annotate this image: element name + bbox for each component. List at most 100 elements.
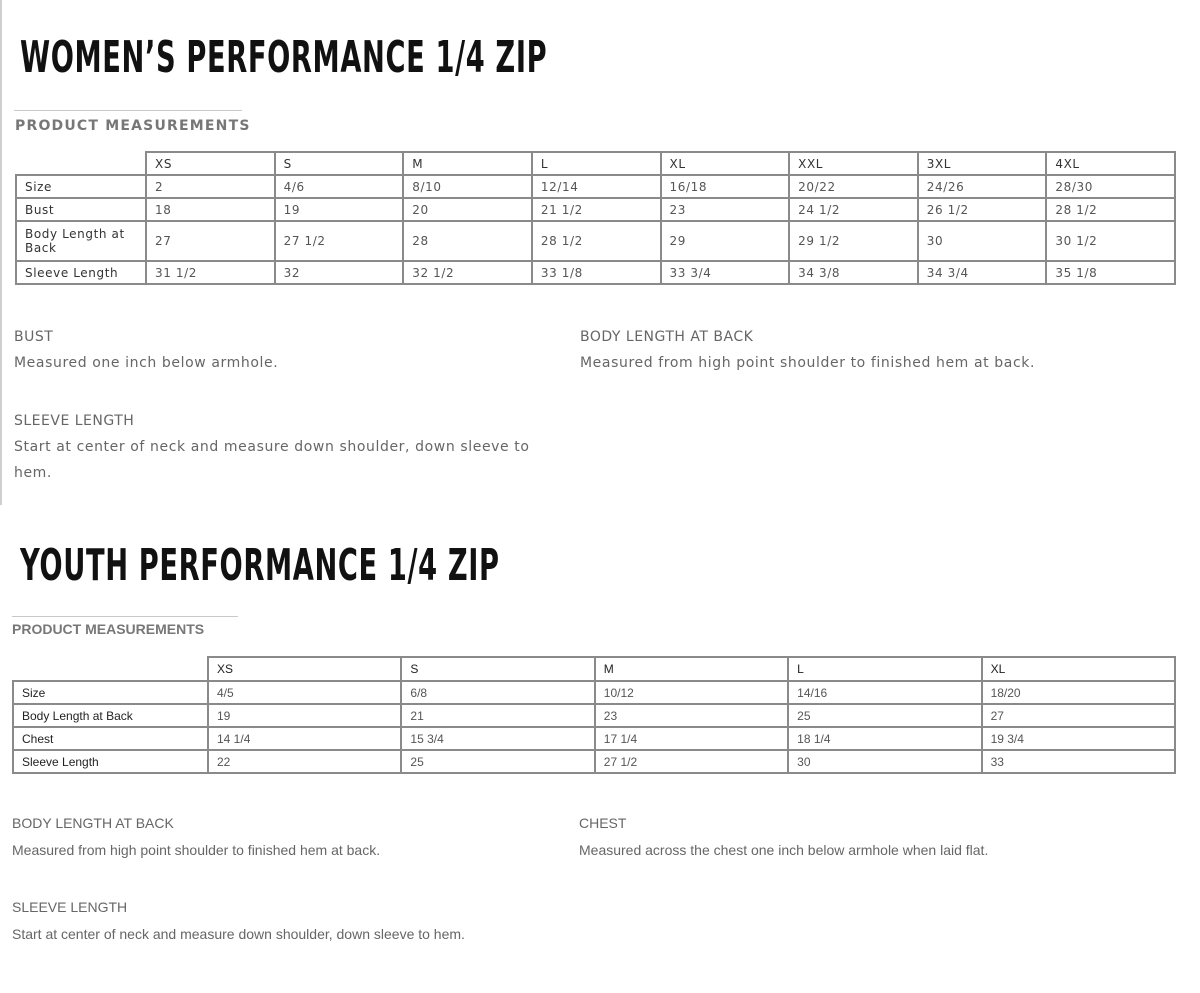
table-cell: 19 [206, 703, 403, 728]
column-header: L [530, 151, 662, 176]
table-cell: 20 [402, 197, 533, 222]
left-border [0, 0, 2, 505]
table-cell: 24/26 [916, 174, 1048, 199]
table-cell: 23 [593, 703, 790, 728]
table-cell: 8/10 [402, 174, 533, 199]
table-cell: 32 1/2 [402, 260, 533, 285]
table-cell: 4/6 [273, 174, 405, 199]
table-cell: 19 [273, 197, 405, 222]
table-row: Body Length at Back 27 27 1/2 28 28 1/2 29 29 … [15, 220, 1176, 262]
column-header: XS [145, 151, 276, 176]
desc-heading: BUST [14, 329, 54, 345]
empty-corner-cell [16, 152, 146, 176]
table-cell: 25 [400, 749, 596, 774]
table-cell: 27 1/2 [273, 220, 405, 262]
table-row: Size 4/5 6/8 10/12 14/16 18/20 [12, 680, 1177, 705]
table-cell: 33 [980, 749, 1177, 774]
table-row: Chest 14 1/4 15 3/4 17 1/4 18 1/4 19 3/4 [12, 726, 1177, 751]
table-cell: 28 1/2 [530, 220, 662, 262]
table-cell: 22 [206, 749, 403, 774]
row-label: Sleeve Length [12, 749, 209, 774]
youth-section-label: PRODUCT MEASUREMENTS [12, 621, 205, 637]
table-row: Sleeve Length 31 1/2 32 32 1/2 33 1/8 33 3/4 3… [15, 260, 1176, 285]
row-label: Chest [12, 726, 209, 751]
table-cell: 17 1/4 [593, 726, 790, 751]
row-label: Bust [15, 197, 147, 222]
table-cell: 6/8 [400, 680, 596, 705]
table-cell: 24 1/2 [788, 197, 919, 222]
youth-title: YOUTH PERFORMANCE 1/4 ZIP [20, 540, 500, 591]
column-header: S [273, 151, 405, 176]
table-cell: 25 [787, 703, 983, 728]
column-header: L [787, 656, 983, 682]
table-cell: 35 1/8 [1045, 260, 1176, 285]
table-row: Body Length at Back 19 21 23 25 27 [12, 703, 1177, 728]
divider [12, 616, 238, 617]
table-cell: 18/20 [980, 680, 1177, 705]
table-cell: 30 [787, 749, 983, 774]
table-row: Size 2 4/6 8/10 12/14 16/18 20/22 24/26 28/30 [15, 174, 1176, 199]
table-row: Sleeve Length 22 25 27 1/2 30 33 [12, 749, 1177, 774]
empty-corner-cell [13, 657, 208, 682]
table-cell: 27 [980, 703, 1177, 728]
column-header: M [593, 656, 790, 682]
row-label: Sleeve Length [15, 260, 147, 285]
table-cell: 34 3/4 [916, 260, 1048, 285]
womens-title: WOMEN’S PERFORMANCE 1/4 ZIP [20, 32, 548, 83]
table-cell: 14/16 [787, 680, 983, 705]
column-header: 4XL [1045, 151, 1176, 176]
desc-heading: SLEEVE LENGTH [14, 413, 135, 429]
desc-text: Measured one inch below armhole. [14, 355, 279, 371]
table-cell: 21 1/2 [530, 197, 662, 222]
header-row: XS S M L XL [13, 656, 1177, 682]
divider [14, 110, 242, 111]
table-cell: 16/18 [659, 174, 791, 199]
table-cell: 18 1/4 [787, 726, 983, 751]
row-label: Body Length at Back [15, 220, 147, 262]
table-row: Bust 18 19 20 21 1/2 23 24 1/2 26 1/2 28 1/2 [15, 197, 1176, 222]
table-cell: 26 1/2 [916, 197, 1048, 222]
table-cell: 27 [145, 220, 276, 262]
table-cell: 18 [145, 197, 276, 222]
column-header: XL [659, 151, 791, 176]
table-cell: 29 1/2 [788, 220, 919, 262]
table-cell: 29 [659, 220, 791, 262]
table-cell: 30 1/2 [1045, 220, 1176, 262]
desc-heading: BODY LENGTH AT BACK [580, 329, 754, 345]
desc-heading: CHEST [579, 815, 627, 831]
table-cell: 12/14 [530, 174, 662, 199]
table-cell: 33 1/8 [530, 260, 662, 285]
column-header: M [402, 151, 533, 176]
desc-text: Measured from high point shoulder to fin… [12, 842, 381, 858]
desc-heading: BODY LENGTH AT BACK [12, 815, 174, 831]
table-cell: 28/30 [1045, 174, 1176, 199]
youth-measurements-table: XS S M L XL Size 4/5 6/8 10/12 14/16 18/20 Body Len… [12, 656, 1177, 774]
table-cell: 28 1/2 [1045, 197, 1176, 222]
row-label: Size [15, 174, 147, 199]
table-cell: 19 3/4 [980, 726, 1177, 751]
table-cell: 20/22 [788, 174, 919, 199]
table-cell: 10/12 [593, 680, 790, 705]
table-cell: 23 [659, 197, 791, 222]
desc-text: Start at center of neck and measure down… [12, 926, 465, 942]
header-row: XS S M L XL XXL 3XL 4XL [16, 151, 1176, 176]
column-header: XL [980, 656, 1177, 682]
row-label: Size [12, 680, 209, 705]
column-header: S [400, 656, 596, 682]
desc-text: Start at center of neck and measure down… [14, 439, 530, 481]
table-cell: 30 [916, 220, 1048, 262]
womens-measurements-table: XS S M L XL XXL 3XL 4XL Size 2 4/6 8/10 12/14 16/18 20… [15, 151, 1176, 285]
column-header: XS [206, 656, 403, 682]
table-cell: 27 1/2 [593, 749, 790, 774]
row-label: Body Length at Back [12, 703, 209, 728]
table-cell: 31 1/2 [145, 260, 276, 285]
column-header: 3XL [916, 151, 1048, 176]
column-header: XXL [788, 151, 919, 176]
table-cell: 34 3/8 [788, 260, 919, 285]
table-cell: 14 1/4 [206, 726, 403, 751]
desc-heading: SLEEVE LENGTH [12, 899, 128, 915]
womens-section-label: PRODUCT MEASUREMENTS [15, 118, 251, 134]
table-cell: 2 [145, 174, 276, 199]
table-cell: 15 3/4 [400, 726, 596, 751]
